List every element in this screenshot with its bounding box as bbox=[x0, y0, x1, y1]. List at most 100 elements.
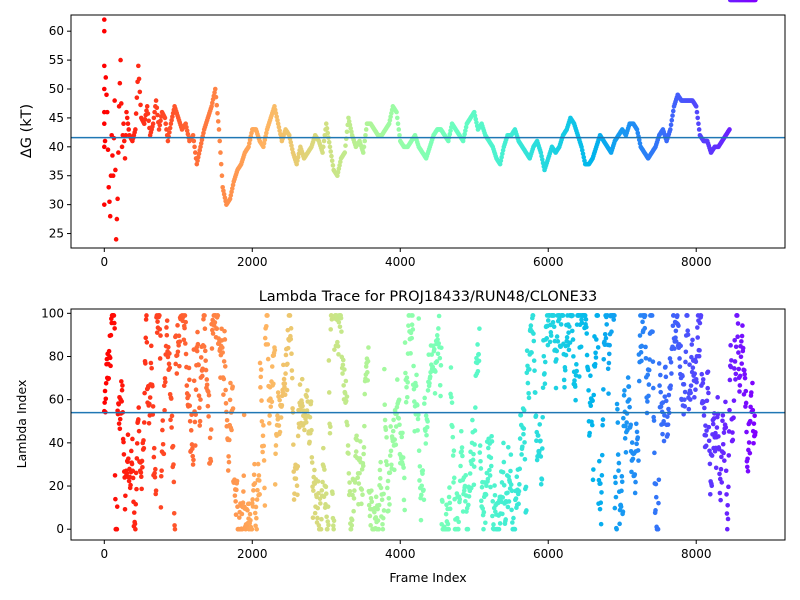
x-tick-label: 0 bbox=[100, 547, 108, 561]
lambda-point bbox=[475, 342, 480, 347]
delta-g-point bbox=[338, 159, 343, 165]
lambda-point bbox=[277, 397, 282, 403]
lambda-point bbox=[661, 438, 667, 444]
lambda-point bbox=[724, 526, 730, 532]
lambda-point bbox=[700, 380, 706, 386]
delta-g-point bbox=[101, 86, 107, 92]
lambda-point bbox=[470, 417, 475, 423]
delta-g-point bbox=[636, 137, 642, 143]
delta-g-point bbox=[579, 147, 585, 153]
lambda-point bbox=[602, 331, 608, 337]
delta-g-point bbox=[363, 132, 368, 138]
lambda-point bbox=[357, 439, 363, 444]
lambda-point bbox=[627, 404, 632, 410]
lambda-point bbox=[312, 467, 317, 473]
lambda-point bbox=[372, 509, 377, 515]
lambda-point bbox=[349, 517, 355, 523]
delta-g-point bbox=[289, 143, 294, 148]
lambda-point bbox=[596, 458, 602, 464]
lambda-point bbox=[463, 499, 468, 504]
lambda-point bbox=[157, 356, 163, 361]
delta-g-point bbox=[116, 150, 121, 155]
delta-g-point bbox=[324, 126, 330, 131]
lambda-point bbox=[585, 367, 591, 373]
lambda-point bbox=[745, 468, 751, 474]
lambda-point bbox=[716, 434, 721, 439]
lambda-point bbox=[166, 361, 172, 367]
lambda-point bbox=[198, 397, 203, 402]
lambda-point bbox=[622, 436, 628, 441]
x-tick-label: 6000 bbox=[533, 255, 564, 269]
lambda-point bbox=[252, 481, 258, 486]
lambda-point bbox=[643, 356, 649, 361]
delta-g-point bbox=[121, 121, 126, 126]
lambda-point bbox=[164, 318, 170, 323]
lambda-point bbox=[339, 329, 344, 334]
delta-g-point bbox=[247, 141, 252, 146]
delta-g-point bbox=[195, 154, 201, 160]
lambda-point bbox=[158, 333, 163, 338]
lambda-point bbox=[583, 317, 589, 322]
lambda-point bbox=[462, 483, 468, 489]
lambda-point bbox=[508, 482, 514, 487]
bottom-panel: Lambda Trace for PROJ18433/RUN48/CLONE33… bbox=[14, 289, 786, 585]
lambda-point bbox=[478, 498, 484, 504]
top-y-axis-label: ΔG (kT) bbox=[19, 104, 35, 158]
lambda-point bbox=[360, 492, 365, 498]
lambda-point bbox=[255, 461, 261, 467]
lambda-point bbox=[335, 339, 340, 345]
lambda-point bbox=[275, 413, 280, 418]
delta-g-point bbox=[101, 202, 107, 207]
lambda-point bbox=[117, 416, 123, 422]
lambda-point bbox=[195, 341, 201, 347]
lambda-point bbox=[550, 319, 556, 325]
delta-g-point bbox=[696, 127, 702, 132]
lambda-point bbox=[379, 497, 385, 503]
lambda-point bbox=[615, 420, 621, 425]
delta-g-point bbox=[106, 184, 112, 190]
lambda-point bbox=[136, 417, 141, 422]
delta-g-point bbox=[361, 144, 367, 150]
delta-g-point bbox=[138, 102, 143, 108]
lambda-point bbox=[423, 441, 429, 446]
lambda-point bbox=[508, 468, 513, 474]
lambda-point bbox=[750, 407, 756, 413]
delta-g-point bbox=[668, 127, 673, 132]
delta-g-point bbox=[212, 86, 218, 92]
lambda-point bbox=[193, 387, 199, 393]
delta-g-point bbox=[329, 158, 335, 163]
delta-g-point bbox=[286, 132, 292, 138]
lambda-point bbox=[294, 483, 300, 489]
lambda-point bbox=[531, 338, 537, 344]
lambda-point bbox=[289, 351, 294, 357]
lambda-point bbox=[316, 523, 322, 528]
lambda-point bbox=[723, 468, 729, 474]
lambda-point bbox=[184, 383, 190, 388]
lambda-point bbox=[365, 370, 370, 375]
lambda-point bbox=[106, 376, 112, 381]
lambda-point bbox=[226, 459, 232, 465]
lambda-point bbox=[463, 473, 469, 478]
lambda-point bbox=[221, 359, 227, 364]
lambda-point bbox=[160, 427, 165, 433]
lambda-point bbox=[282, 381, 288, 386]
delta-g-point bbox=[581, 154, 587, 160]
lambda-point bbox=[276, 423, 282, 428]
lambda-point bbox=[447, 485, 452, 490]
lambda-point bbox=[706, 390, 711, 396]
lambda-point bbox=[403, 399, 409, 405]
delta-g-point bbox=[197, 147, 203, 153]
lambda-point bbox=[645, 399, 650, 404]
lambda-point bbox=[532, 390, 538, 395]
lambda-point bbox=[388, 424, 393, 429]
lambda-point bbox=[133, 470, 139, 476]
lambda-point bbox=[361, 451, 366, 457]
lambda-point bbox=[632, 490, 638, 496]
delta-g-point bbox=[165, 138, 171, 144]
lambda-point bbox=[188, 428, 194, 433]
lambda-point bbox=[665, 414, 670, 419]
lambda-point bbox=[350, 492, 355, 498]
lambda-point bbox=[665, 432, 671, 437]
lambda-point bbox=[191, 457, 196, 463]
delta-g-point bbox=[220, 184, 225, 190]
